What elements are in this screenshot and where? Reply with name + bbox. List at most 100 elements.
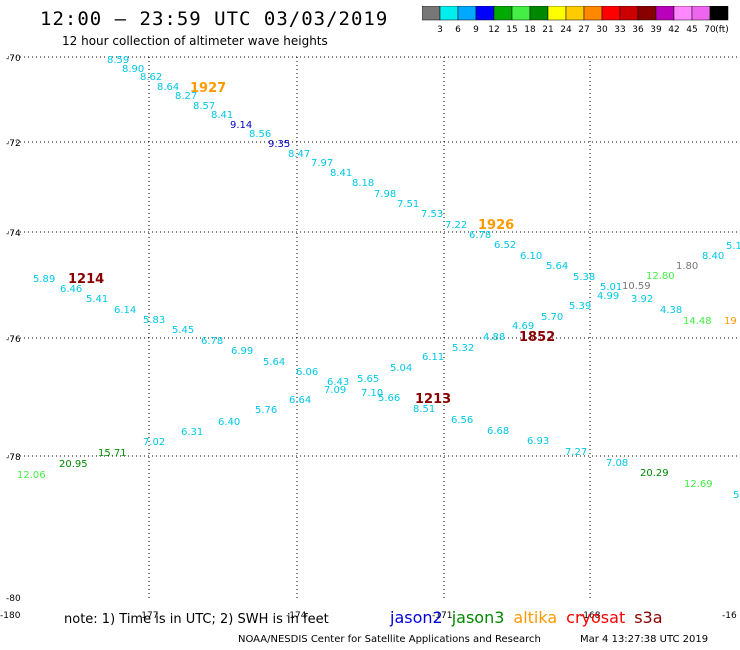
colorbar-label: 6 bbox=[455, 25, 461, 35]
wave-height-value: 6.06 bbox=[296, 367, 318, 378]
wave-height-value: 5.64 bbox=[546, 261, 568, 272]
satellite-legend: jason2 jason3 altika cryosat s3a bbox=[390, 608, 672, 627]
wave-height-value: 7.53 bbox=[421, 209, 443, 220]
wave-height-value: 5.41 bbox=[86, 294, 108, 305]
wave-height-value: 8.51 bbox=[413, 404, 435, 415]
wave-height-value: 3.92 bbox=[631, 294, 653, 305]
wave-height-value: 4.88 bbox=[483, 332, 505, 343]
latitude-label: -72 bbox=[6, 139, 21, 149]
wave-height-value: 12.06 bbox=[17, 470, 46, 481]
wave-height-value: 8.40 bbox=[702, 251, 724, 262]
wave-height-value: 7.10 bbox=[361, 388, 383, 399]
pass-time-label: 1927 bbox=[190, 81, 226, 96]
wave-height-value: 8.27 bbox=[175, 91, 197, 102]
wave-height-value: 12.80 bbox=[646, 271, 675, 282]
wave-height-value: 4.99 bbox=[597, 291, 619, 302]
wave-height-value: 6.31 bbox=[181, 427, 203, 438]
colorbar-label: 12 bbox=[488, 25, 499, 35]
colorbar-swatch bbox=[655, 6, 675, 21]
colorbar-swatch bbox=[511, 6, 531, 21]
wave-height-value: 5.70 bbox=[541, 312, 563, 323]
wave-height-value: 5.45 bbox=[172, 325, 194, 336]
longitude-label: -174 bbox=[286, 611, 307, 621]
colorbar-swatch bbox=[493, 6, 513, 21]
latitude-label: -78 bbox=[6, 453, 21, 463]
track-1213: 12.06 20.95 15.71 7.02 6.31 6.40 5.76 6.64 5.65 5… bbox=[17, 343, 739, 501]
colorbar-swatch bbox=[619, 6, 639, 21]
colorbar-label: 36 bbox=[632, 25, 644, 35]
wave-height-value: 5.01 bbox=[600, 282, 622, 293]
wave-height-value: 6.14 bbox=[114, 305, 136, 316]
wave-height-value: 6.99 bbox=[231, 346, 253, 357]
wave-height-value: 5.38 bbox=[573, 272, 595, 283]
wave-height-value: 5.89 bbox=[33, 274, 55, 285]
legend-jason2: jason2 bbox=[390, 608, 443, 627]
latitude-label: -80 bbox=[6, 594, 21, 604]
wave-height-value: 5.65 bbox=[357, 374, 379, 385]
wave-height-value: 7.08 bbox=[606, 458, 628, 469]
legend-s3a: s3a bbox=[634, 608, 663, 627]
legend-altika: altika bbox=[513, 608, 558, 627]
colorbar-label: 70 bbox=[704, 25, 716, 35]
track-1926: 6.786.52 6.10 5.64 5.38 5.014.99 3.92 4.3814.4… bbox=[469, 218, 737, 327]
legend-jason3: jason3 bbox=[451, 608, 505, 627]
longitude-label: -168 bbox=[580, 611, 601, 621]
wave-height-value: 5.83 bbox=[143, 315, 165, 326]
wave-height-value: 6.11 bbox=[422, 352, 444, 363]
wave-height-value: 7.27 bbox=[565, 447, 587, 458]
colorbar-label: 45 bbox=[686, 25, 697, 35]
colorbar-swatch bbox=[422, 6, 441, 21]
colorbar-swatch bbox=[475, 6, 495, 21]
wave-height-value: 10.59 bbox=[622, 281, 651, 292]
wave-height-value: 8.18 bbox=[352, 178, 374, 189]
wave-height-value: 20.95 bbox=[59, 459, 88, 470]
wave-height-value: 8.56 bbox=[249, 129, 271, 140]
pass-time-label: 1214 bbox=[68, 272, 104, 287]
wave-height-value: 6.10 bbox=[520, 251, 542, 262]
latitude-label: -76 bbox=[6, 335, 21, 345]
wave-height-value: 14.48 bbox=[683, 316, 712, 327]
wave-height-value: 6.68 bbox=[487, 426, 509, 437]
colorbar-swatch bbox=[547, 6, 567, 21]
wave-height-value: 8.64 bbox=[157, 82, 179, 93]
wave-height-value: 6.52 bbox=[494, 240, 516, 251]
colorbar-swatch bbox=[583, 6, 603, 21]
wave-height-value: 7.09 bbox=[324, 385, 346, 396]
page-subtitle: 12 hour collection of altimeter wave hei… bbox=[62, 34, 328, 48]
legend-cryosat: cryosat bbox=[566, 608, 626, 627]
wave-height-value: 6.40 bbox=[218, 417, 240, 428]
wave-height-value: 5.04 bbox=[390, 363, 412, 374]
colorbar-label: 21 bbox=[542, 25, 553, 35]
colorbar-label: 18 bbox=[524, 25, 536, 35]
pass-time-label: 1213 bbox=[415, 392, 451, 407]
wave-height-value: 6.64 bbox=[289, 395, 311, 406]
wave-height-value: 5.32 bbox=[452, 343, 474, 354]
colorbar-label: (ft) bbox=[715, 25, 729, 35]
units-note: note: 1) Time is in UTC; 2) SWH is in fe… bbox=[64, 612, 329, 627]
colorbar-label: 27 bbox=[578, 25, 589, 35]
colorbar-swatch bbox=[601, 6, 621, 21]
colorbar-swatch bbox=[709, 6, 729, 21]
latitude-label: -70 bbox=[6, 54, 21, 64]
wave-height-value: 7.51 bbox=[397, 199, 419, 210]
wave-height-value: 7.22 bbox=[445, 220, 467, 231]
colorbar-swatch bbox=[637, 6, 657, 21]
wave-height-value: 6.78 bbox=[201, 336, 223, 347]
colorbar-label: 9 bbox=[473, 25, 479, 35]
wave-height-value: 4.38 bbox=[660, 305, 682, 316]
colorbar-label: 39 bbox=[650, 25, 662, 35]
colorbar-swatch bbox=[439, 6, 459, 21]
longitude-label: -177 bbox=[138, 611, 158, 621]
colorbar-swatch bbox=[565, 6, 585, 21]
wave-height-value: 12.69 bbox=[684, 479, 713, 490]
wave-height-value: 1.80 bbox=[676, 261, 698, 272]
colorbar-label: 3 bbox=[437, 25, 443, 35]
track-1927: 8.598.908.628.648.278.578.419.148.569.35… bbox=[107, 55, 467, 231]
wave-height-value: 9.14 bbox=[230, 120, 252, 131]
wave-height-value: 19 bbox=[724, 316, 737, 327]
wave-height-value: 8.41 bbox=[211, 110, 233, 121]
colorbar-swatch bbox=[691, 6, 711, 21]
generation-timestamp: Mar 4 13:27:38 UTC 2019 bbox=[580, 634, 709, 645]
wave-height-value: 5 bbox=[733, 490, 739, 501]
wave-height-value: 6.78 bbox=[469, 230, 491, 241]
